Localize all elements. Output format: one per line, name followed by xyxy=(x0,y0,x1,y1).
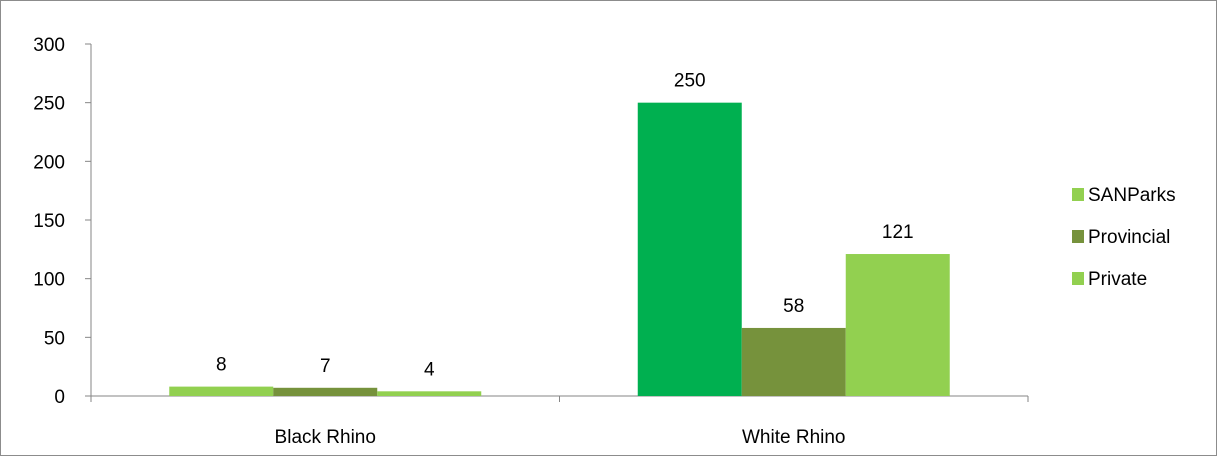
bar-provincial-black-rhino xyxy=(273,387,378,396)
bar-private-black-rhino xyxy=(377,391,482,396)
bar-private-white-rhino xyxy=(845,254,950,396)
legend-swatch xyxy=(1072,272,1084,285)
legend-label: Provincial xyxy=(1088,227,1170,248)
data-label: 7 xyxy=(320,356,331,377)
y-tick-label: 200 xyxy=(33,152,65,173)
y-tick-label: 150 xyxy=(33,211,65,232)
legend-label: Private xyxy=(1088,269,1147,290)
y-tick-label: 300 xyxy=(33,35,65,56)
legend-swatch xyxy=(1072,188,1084,201)
legend-label: SANParks xyxy=(1088,185,1176,206)
category-label: White Rhino xyxy=(742,427,846,448)
data-label: 250 xyxy=(674,71,706,92)
y-tick-label: 250 xyxy=(33,94,65,115)
bar-provincial-white-rhino xyxy=(741,327,846,396)
category-label: Black Rhino xyxy=(275,427,376,448)
bar-sanparks-black-rhino xyxy=(169,386,274,396)
data-label: 8 xyxy=(216,355,227,376)
data-label: 4 xyxy=(424,359,435,380)
y-tick-label: 100 xyxy=(33,270,65,291)
data-label: 58 xyxy=(783,296,804,317)
y-tick-label: 0 xyxy=(54,387,65,408)
data-label: 121 xyxy=(882,222,914,243)
y-tick-label: 50 xyxy=(44,328,65,349)
bar-sanparks-white-rhino xyxy=(637,102,742,397)
legend-swatch xyxy=(1072,230,1084,243)
